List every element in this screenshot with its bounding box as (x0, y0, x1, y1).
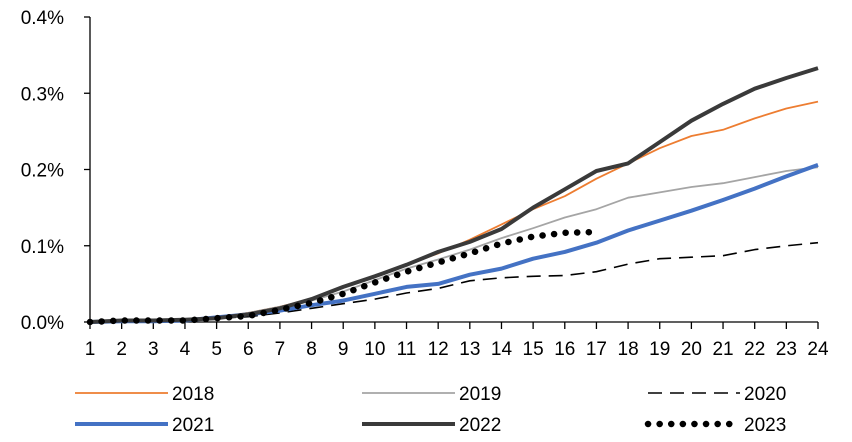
y-tick-label: 0.1% (21, 237, 64, 258)
series-line-2021 (89, 163, 819, 324)
series-line-2023 (86, 228, 600, 326)
y-tick-label: 0.4% (21, 8, 64, 29)
axes: 0.0%0.1%0.2%0.3%0.4%1 2 3 4 5 6 7 8 9 10 11 12 13 14 1… (21, 8, 829, 360)
x-tick-label: 1 (85, 339, 96, 360)
x-tick-label: 10 (364, 339, 385, 360)
x-tick-label: 16 (554, 339, 575, 360)
x-tick-label: 15 (523, 339, 544, 360)
x-tick-label: 5 (211, 339, 222, 360)
legend-label-2023: 2023 (744, 415, 786, 436)
series-line-2019 (89, 166, 819, 323)
y-tick-label: 0.3% (21, 84, 64, 105)
y-tick-label: 0.2% (21, 161, 64, 182)
series-layer (86, 66, 819, 326)
legend-label-2022: 2022 (459, 415, 501, 436)
legend: 2018 2019 2020 2021 2022 2023 (75, 384, 786, 436)
x-tick-label: 9 (338, 339, 349, 360)
x-tick-label: 4 (180, 339, 191, 360)
x-tick-label: 8 (306, 339, 317, 360)
x-tick-label: 24 (807, 339, 829, 360)
series-line-2022 (89, 66, 819, 324)
x-tick-label: 11 (397, 339, 417, 360)
x-tick-label: 14 (491, 339, 513, 360)
legend-label-2018: 2018 (172, 384, 214, 405)
x-tick-label: 23 (776, 339, 797, 360)
x-tick-label: 21 (712, 339, 733, 360)
x-tick-label: 3 (148, 339, 159, 360)
x-tick-label: 18 (618, 339, 639, 360)
series-line-2018 (89, 100, 819, 323)
y-tick-label: 0.0% (21, 313, 64, 334)
x-tick-label: 22 (744, 339, 765, 360)
x-tick-label: 7 (275, 339, 286, 360)
legend-label-2021: 2021 (172, 415, 214, 436)
legend-label-2020: 2020 (744, 384, 786, 405)
x-tick-label: 6 (243, 339, 254, 360)
legend-label-2019: 2019 (459, 384, 501, 405)
x-tick-label: 20 (681, 339, 702, 360)
x-tick-label: 2 (116, 339, 127, 360)
x-tick-label: 12 (428, 339, 449, 360)
x-tick-label: 19 (649, 339, 670, 360)
x-tick-label: 13 (459, 339, 480, 360)
x-tick-label: 17 (586, 339, 607, 360)
